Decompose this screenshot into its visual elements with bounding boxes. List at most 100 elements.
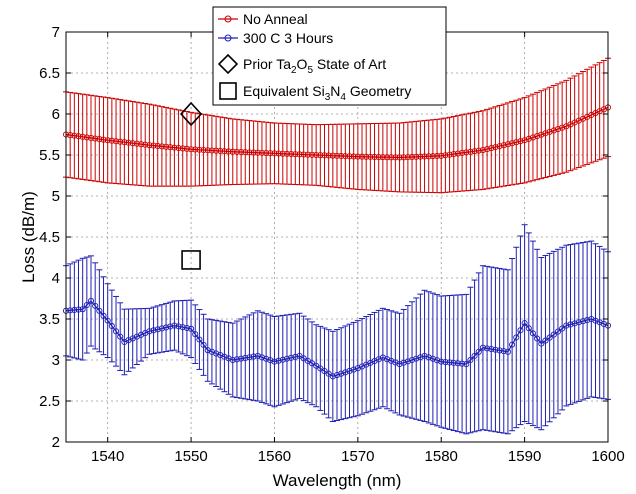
data-point	[313, 362, 320, 369]
data-point	[96, 307, 103, 314]
data-point	[200, 341, 207, 348]
data-point	[137, 141, 145, 148]
data-point	[258, 354, 266, 361]
data-point	[488, 145, 495, 152]
legend-label: No Anneal	[243, 11, 308, 27]
data-point	[154, 326, 161, 333]
data-point	[559, 124, 566, 131]
data-point	[596, 319, 603, 326]
legend-box	[212, 6, 447, 106]
data-point	[250, 149, 257, 156]
data-point	[504, 348, 511, 355]
data-point	[300, 151, 307, 158]
data-point	[471, 352, 478, 359]
data-point	[325, 152, 332, 159]
data-point	[459, 149, 466, 156]
data-point	[313, 151, 320, 159]
data-point	[225, 355, 232, 362]
data-point	[434, 152, 441, 160]
data-point	[542, 337, 549, 344]
data-point	[112, 328, 120, 335]
data-point	[463, 361, 470, 368]
data-point	[117, 333, 124, 340]
data-point	[525, 325, 532, 332]
data-point	[104, 317, 111, 324]
data-point	[496, 143, 503, 150]
y-tick-label: 4	[52, 270, 60, 287]
data-point	[246, 354, 253, 361]
x-axis-title: Wavelength (nm)	[273, 471, 402, 490]
data-point	[542, 130, 549, 137]
data-point	[83, 134, 90, 141]
data-point	[133, 140, 140, 147]
data-point	[333, 152, 341, 159]
data-point	[559, 325, 566, 332]
y-axis-title: Loss (dB/m)	[19, 191, 38, 283]
y-tick-label: 4.5	[39, 229, 60, 246]
data-point	[588, 315, 595, 323]
data-point	[317, 365, 324, 372]
data-point	[283, 150, 291, 157]
data-point	[171, 144, 178, 151]
data-point	[446, 359, 453, 366]
data-point	[525, 135, 532, 142]
data-point	[296, 151, 303, 158]
data-point	[333, 371, 341, 379]
x-tick-label: 1600	[591, 448, 624, 465]
data-point	[438, 358, 445, 365]
legend-label: Equivalent Si3N4 Geometry	[243, 83, 411, 103]
data-point	[425, 354, 432, 361]
data-point	[329, 373, 336, 380]
data-point	[383, 154, 391, 161]
series-0	[62, 57, 612, 194]
legend-label-part: Prior Ta	[243, 56, 291, 72]
data-point	[567, 321, 574, 328]
legend-label-part: 5	[307, 65, 313, 76]
data-point	[200, 146, 207, 154]
data-point	[388, 154, 395, 161]
data-point	[584, 317, 591, 324]
data-point	[371, 153, 378, 161]
data-point	[204, 147, 211, 154]
data-point	[150, 327, 157, 334]
data-point	[534, 335, 541, 342]
data-point	[521, 320, 528, 327]
data-point	[108, 322, 115, 330]
data-point	[425, 153, 432, 160]
data-point	[358, 153, 366, 160]
data-point	[346, 367, 353, 374]
data-point	[538, 131, 545, 138]
data-point	[196, 146, 203, 153]
data-point	[250, 353, 257, 360]
data-point	[263, 355, 270, 362]
legend-diamond-marker	[217, 53, 239, 75]
data-point	[496, 347, 503, 354]
data-point	[325, 370, 332, 377]
legend-label-part: 2	[291, 65, 297, 76]
legend: No Anneal 300 C 3 Hours Prior Ta2O5 State …	[212, 6, 447, 106]
data-point	[275, 357, 282, 364]
y-tick-label: 7	[52, 24, 60, 41]
data-point	[217, 147, 224, 155]
data-point	[354, 153, 361, 160]
data-point	[167, 144, 174, 151]
data-point	[396, 154, 403, 161]
data-point	[158, 143, 165, 150]
data-point	[167, 323, 174, 330]
data-point	[225, 148, 232, 155]
data-point	[475, 147, 482, 154]
data-point	[75, 306, 82, 313]
data-point	[350, 366, 357, 373]
data-point	[83, 302, 90, 309]
y-tick-label: 5	[52, 188, 60, 205]
data-point	[529, 134, 537, 141]
data-point	[150, 142, 157, 149]
data-point	[258, 149, 266, 156]
data-point	[196, 336, 203, 343]
data-point	[271, 150, 278, 157]
data-point	[267, 357, 274, 364]
data-point	[463, 149, 470, 156]
data-point	[429, 153, 436, 160]
data-point	[454, 360, 461, 367]
data-point	[538, 340, 545, 347]
